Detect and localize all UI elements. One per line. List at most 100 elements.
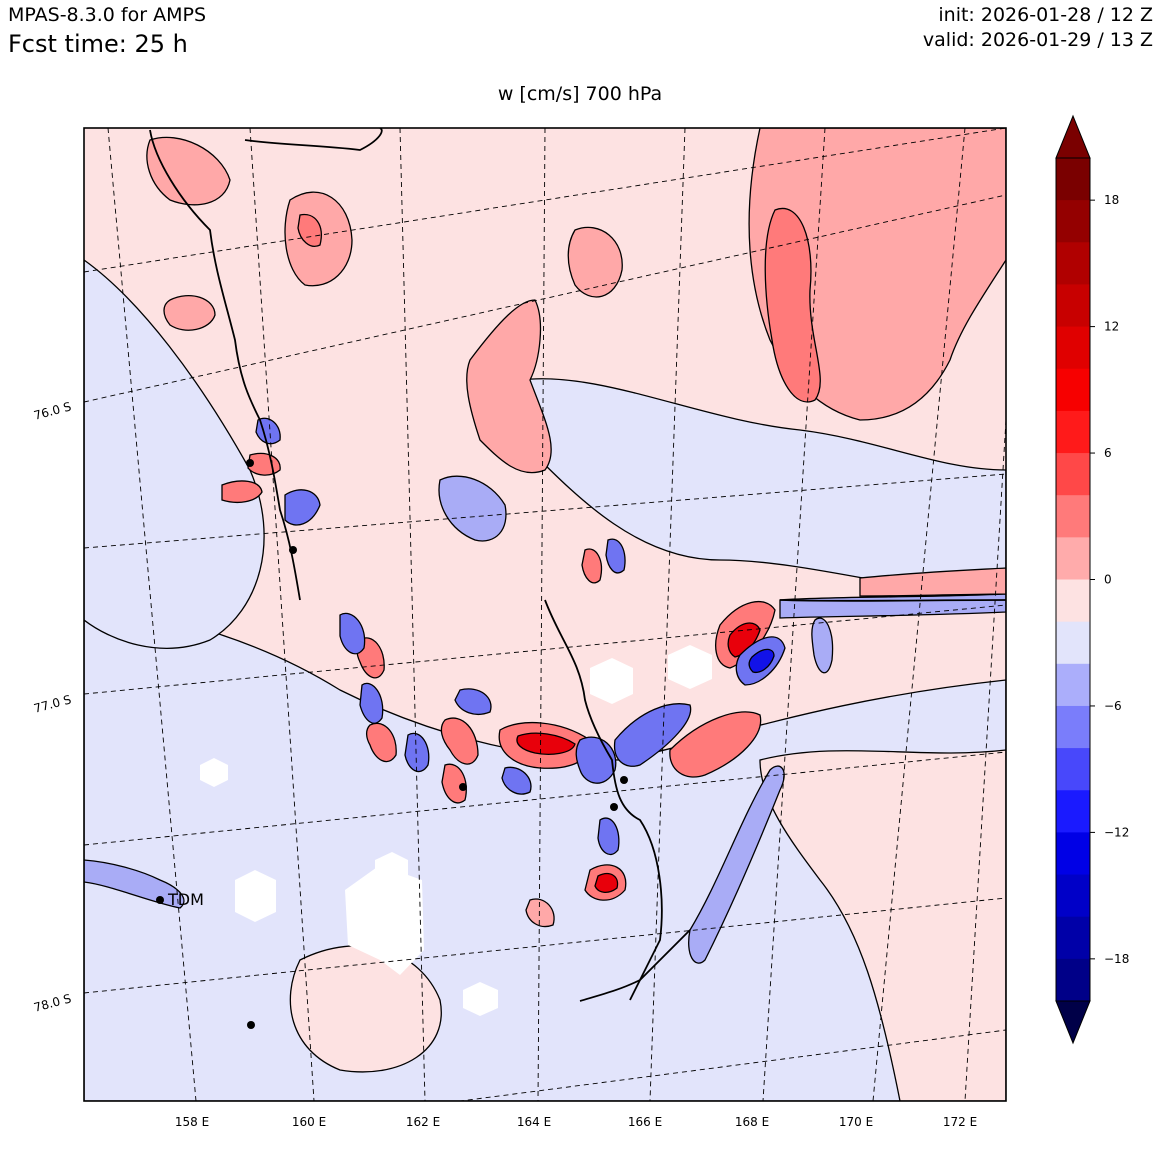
lon-label-170: 170 E xyxy=(839,1115,873,1129)
w-field-fills xyxy=(84,128,1006,1101)
colorbar-segment xyxy=(1056,958,1090,1002)
strong-up-northeast-core xyxy=(764,207,821,403)
down-cell-east xyxy=(613,703,692,767)
lat-label-77: 77.0 S xyxy=(32,692,72,715)
colorbar-tick-label: −12 xyxy=(1104,825,1129,839)
forecast-time: Fcst time: 25 h xyxy=(8,30,188,58)
terrain-masks xyxy=(200,645,712,1016)
model-name: MPAS-8.3.0 for AMPS xyxy=(8,4,207,26)
meridian-160 xyxy=(249,128,315,1101)
up-cell-north-central xyxy=(581,548,602,584)
down-cell-west-2 xyxy=(359,682,384,724)
terrain-mask-4 xyxy=(235,870,276,922)
up-cell-east xyxy=(669,711,762,778)
coastline-east-band xyxy=(779,599,1006,602)
meridian-172 xyxy=(964,419,1006,1101)
plot-title: w [cm/s] 700 hPa xyxy=(497,83,663,105)
parallel-765 xyxy=(84,473,1006,549)
up-northwest-patch-2 xyxy=(146,136,231,206)
parallel-lower xyxy=(456,1029,1006,1101)
colorbar-tick-label: −6 xyxy=(1104,699,1122,713)
down-cell-west-1 xyxy=(339,612,366,655)
station-dot xyxy=(247,1021,255,1029)
parallel-76 xyxy=(84,194,1006,403)
colorbar-tick-label: 6 xyxy=(1104,446,1112,460)
map-frame xyxy=(83,127,1007,1102)
valid-time: valid: 2026-01-29 / 13 Z xyxy=(922,29,1153,51)
parallel-upper xyxy=(84,128,1006,273)
colorbar-segment xyxy=(1056,326,1090,370)
meridian-164 xyxy=(537,128,546,1101)
station-dot xyxy=(156,896,164,904)
strong-up-core-central-inner xyxy=(516,732,576,755)
up-cell-south-1 xyxy=(441,763,467,804)
up-cell-west-2 xyxy=(365,722,397,763)
latitude-labels: 76.0 S 77.0 S 78.0 S xyxy=(32,399,72,1014)
colorbar-segment xyxy=(1056,368,1090,412)
meridian-166 xyxy=(649,128,686,1101)
down-central-patch xyxy=(438,475,507,542)
terrain-mask-5 xyxy=(345,865,424,975)
station-dot xyxy=(459,783,467,791)
colorbar-tick-label: 12 xyxy=(1104,320,1119,334)
up-cell-southeast-2 xyxy=(525,898,555,928)
lon-label-166: 166 E xyxy=(628,1115,662,1129)
strong-up-southeast-inner xyxy=(594,873,619,893)
down-cell-west-4 xyxy=(454,688,492,715)
colorbar-extend-min xyxy=(1055,1000,1091,1045)
strong-down-east-core-inner xyxy=(748,648,775,674)
coastline-north xyxy=(244,128,383,151)
lon-label-168: 168 E xyxy=(735,1115,769,1129)
down-west-strip xyxy=(84,859,185,909)
down-east-patch xyxy=(811,617,834,674)
colorbar: 18 12 6 0 −12 −18 −6 xyxy=(1055,114,1129,1045)
colorbar-extend-max xyxy=(1055,114,1091,159)
down-cell-north-central xyxy=(605,538,626,574)
station-dot xyxy=(246,459,254,467)
up-cell-northwest-3 xyxy=(297,213,322,247)
ice-shelf-edge xyxy=(579,929,691,1002)
colorbar-segment xyxy=(1056,579,1090,623)
colorbar-segment xyxy=(1056,748,1090,791)
init-time: init: 2026-01-28 / 12 Z xyxy=(938,4,1153,26)
lon-label-172: 172 E xyxy=(943,1115,977,1129)
colorbar-segment xyxy=(1056,200,1090,243)
terrain-mask-1 xyxy=(590,658,633,704)
colorbar-segment xyxy=(1056,790,1090,833)
colorbar-segment xyxy=(1056,242,1090,285)
up-east-band xyxy=(859,567,1006,597)
map-panel: TDM xyxy=(84,128,1006,1101)
colorbar-segment xyxy=(1056,663,1090,707)
down-cell-south-1 xyxy=(501,766,532,795)
colorbar-segment xyxy=(1056,874,1090,918)
colorbar-segment xyxy=(1056,705,1090,749)
terrain-mask-3 xyxy=(200,758,228,787)
colorbar-segment xyxy=(1056,621,1090,665)
colorbar-segment xyxy=(1056,410,1090,454)
coastline-west xyxy=(149,129,301,601)
lon-label-162: 162 E xyxy=(406,1115,440,1129)
meridian-162 xyxy=(399,128,426,1101)
terrain-mask-6 xyxy=(375,852,408,888)
meridian-158 xyxy=(107,128,197,1101)
colorbar-segment xyxy=(1056,537,1090,580)
station-label-tdm: TDM xyxy=(167,890,204,909)
colorbar-segment xyxy=(1056,495,1090,538)
down-southeast-stripe xyxy=(688,765,785,964)
parallel-77 xyxy=(84,604,1006,695)
colorbar-segment xyxy=(1056,284,1090,328)
colorbar-tick-label: −18 xyxy=(1104,952,1129,966)
lat-label-78: 78.0 S xyxy=(32,991,72,1014)
down-cell-northwest-1 xyxy=(284,489,321,526)
colorbar-tick-label: 0 xyxy=(1104,573,1112,587)
coastline xyxy=(149,128,1006,1002)
weak-up-southeast-region xyxy=(759,749,1006,1101)
colorbar-tick-label: 18 xyxy=(1104,193,1119,207)
meridian-168 xyxy=(762,128,826,1101)
coastline-central xyxy=(544,599,663,1001)
terrain-mask-2 xyxy=(668,645,712,689)
graticule xyxy=(84,128,1006,1101)
longitude-labels: 158 E 160 E 162 E 164 E 166 E 168 E 170 … xyxy=(175,1115,977,1129)
up-cell-west-1 xyxy=(440,717,479,765)
